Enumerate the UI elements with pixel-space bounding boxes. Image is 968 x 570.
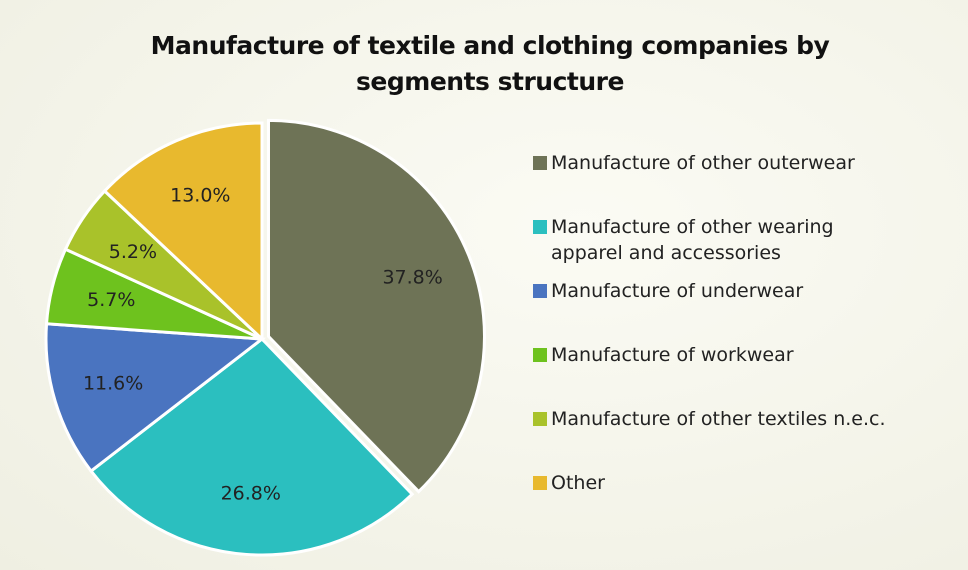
data-label: 11.6% (83, 372, 143, 394)
legend-swatch (533, 156, 547, 170)
legend-label: Other (551, 472, 605, 494)
chart-title: Manufacture of textile and clothing comp… (150, 31, 830, 96)
data-label: 5.7% (87, 289, 135, 311)
legend-item: Other (533, 470, 953, 496)
pie-slice (88, 336, 415, 557)
legend-item: Manufacture of other outerwear (533, 150, 953, 176)
legend-item: Manufacture of other textiles n.e.c. (533, 406, 953, 432)
legend-swatch (533, 220, 547, 234)
legend-swatch (533, 284, 547, 298)
data-label: 26.8% (221, 483, 281, 505)
legend-label: Manufacture of other wearing apparel and… (551, 216, 834, 264)
pie-slice (44, 322, 267, 474)
legend-item: Manufacture of underwear (533, 278, 953, 304)
legend-label: Manufacture of workwear (551, 344, 794, 366)
legend-swatch (533, 348, 547, 362)
pie-slice (102, 121, 264, 343)
data-label: 13.0% (170, 185, 230, 207)
legend-item: Manufacture of workwear (533, 342, 953, 368)
legend-label: Manufacture of underwear (551, 280, 804, 302)
data-label: 5.2% (109, 241, 157, 263)
legend-label: Manufacture of other outerwear (551, 152, 855, 174)
legend-swatch (533, 412, 547, 426)
data-label: 37.8% (382, 267, 442, 289)
pie-slice (266, 118, 486, 494)
legend-label: Manufacture of other textiles n.e.c. (551, 408, 886, 430)
legend-swatch (533, 476, 547, 490)
legend-item: Manufacture of other wearing apparel and… (533, 214, 953, 266)
